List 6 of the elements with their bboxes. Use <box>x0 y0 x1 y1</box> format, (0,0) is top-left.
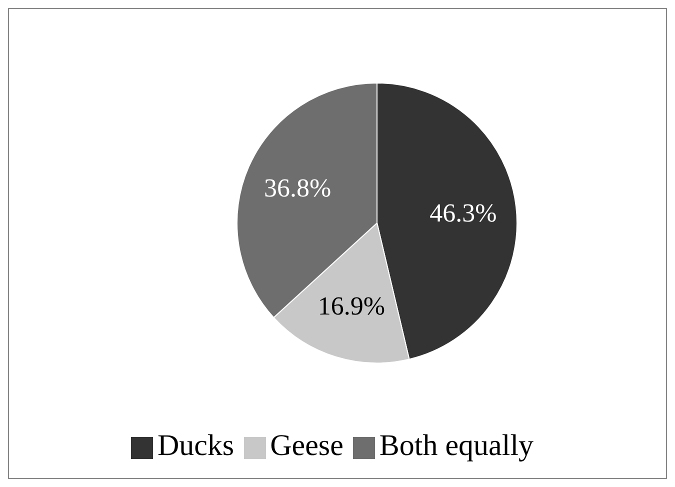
legend-label: Ducks <box>157 429 234 462</box>
data-label: 36.8% <box>264 174 332 203</box>
legend-label: Both equally <box>379 429 534 462</box>
legend-label: Geese <box>270 429 344 462</box>
data-label: 16.9% <box>318 291 386 320</box>
data-label: 46.3% <box>430 198 497 228</box>
